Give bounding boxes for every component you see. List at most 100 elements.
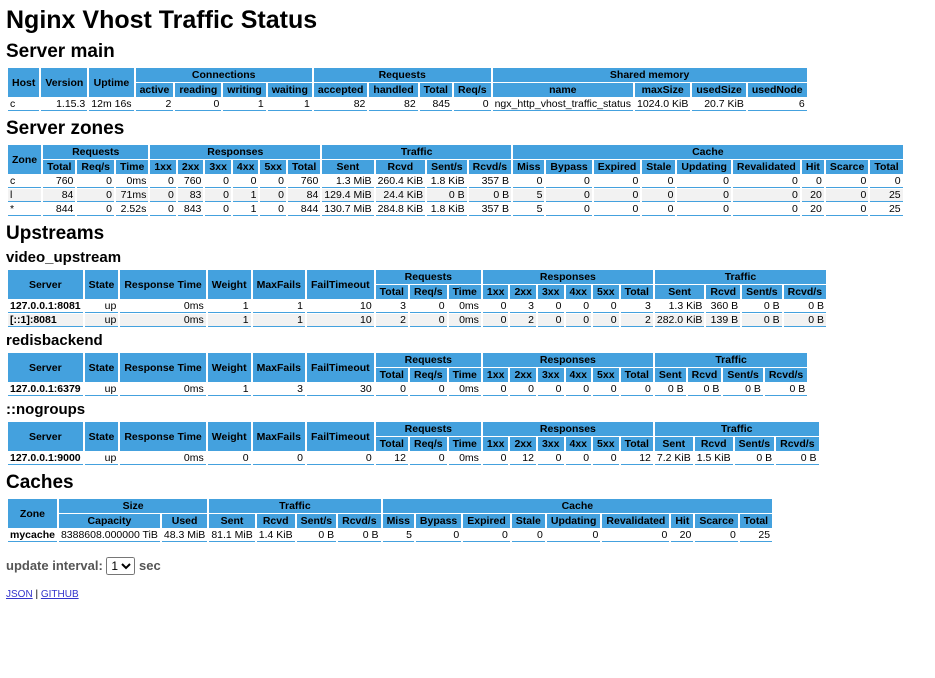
cell: 0 bbox=[409, 452, 447, 465]
data-row: c 760 0 0ms 0 760 0 0 0 760 1.3 MiB 260.4 KiB 1.8 Ki… bbox=[8, 175, 903, 188]
column-header: Rcvd/s bbox=[776, 437, 819, 451]
cell: 0 B bbox=[296, 529, 337, 542]
header-cell: Weight bbox=[207, 353, 251, 382]
cell: 1 bbox=[232, 203, 259, 216]
header-cell: State bbox=[84, 422, 119, 451]
column-header: 3xx bbox=[537, 368, 564, 382]
data-row: * 844 0 2.52s 0 843 0 1 0 844 130.7 MiB 284.8 KiB 1.… bbox=[8, 203, 903, 216]
column-header: Rcvd bbox=[694, 437, 733, 451]
cell: 0 bbox=[565, 300, 592, 313]
header-cell: Uptime bbox=[89, 68, 134, 97]
cell: 0 bbox=[260, 203, 286, 216]
cell: 12m 16s bbox=[89, 98, 134, 111]
cell: 10 bbox=[306, 314, 374, 327]
column-header: reading bbox=[175, 83, 222, 97]
header-cell: Server bbox=[8, 353, 83, 382]
github-link[interactable]: GITHUB bbox=[40, 589, 79, 600]
cell: 0 bbox=[306, 452, 374, 465]
header-cell: Version bbox=[41, 68, 88, 97]
cell: 0 bbox=[593, 314, 619, 327]
upstream-name: redisbackend bbox=[6, 332, 103, 349]
cell: 0 bbox=[695, 529, 738, 542]
column-header: 5xx bbox=[593, 368, 619, 382]
header-cell: FailTimeout bbox=[306, 422, 374, 451]
cell: 2 bbox=[620, 314, 653, 327]
cell: c bbox=[8, 175, 42, 188]
cell: 0ms bbox=[448, 314, 481, 327]
cell: 357 B bbox=[468, 175, 512, 188]
header-row: Server State Response Time Weight MaxFails Fa… bbox=[8, 353, 808, 382]
cell: 5 bbox=[513, 189, 545, 202]
header-cell: FailTimeout bbox=[306, 270, 374, 299]
content: Server main Host Version Uptime Connections R… bbox=[6, 41, 929, 543]
header-cell: Traffic bbox=[322, 145, 512, 159]
header-cell: Server bbox=[8, 270, 83, 299]
cell: 0 bbox=[482, 300, 509, 313]
cell: 0 bbox=[537, 300, 564, 313]
cell: 0 bbox=[232, 175, 259, 188]
header-cell: MaxFails bbox=[252, 353, 305, 382]
cell: 0 bbox=[677, 189, 731, 202]
column-header: Total bbox=[620, 285, 653, 299]
cell: 0 bbox=[260, 189, 286, 202]
cell: 1 bbox=[252, 300, 305, 313]
cell: 0 bbox=[546, 189, 592, 202]
header-cell: MaxFails bbox=[252, 270, 305, 299]
cell: 127.0.0.1:8081 bbox=[8, 300, 83, 313]
column-header: Rcvd/s bbox=[764, 368, 808, 382]
cell: 0ms bbox=[120, 383, 206, 396]
column-header: handled bbox=[369, 83, 418, 97]
data-table: Server State Response Time Weight MaxFails Fa… bbox=[6, 269, 828, 328]
header-row: Host Version Uptime Connections Requests Shar… bbox=[8, 68, 807, 97]
cell: 25 bbox=[870, 203, 903, 216]
interval-label: update interval: bbox=[6, 558, 103, 573]
column-header: Revalidated bbox=[732, 160, 800, 174]
data-row: c 1.15.3 12m 16s 2 0 1 1 82 82 845 0 ngx_http_vhost… bbox=[8, 98, 807, 111]
cell: 12 bbox=[510, 452, 536, 465]
column-header: Total bbox=[375, 285, 408, 299]
section-heading: Server main bbox=[6, 41, 115, 62]
cell: 25 bbox=[739, 529, 773, 542]
header-cell: Requests bbox=[375, 353, 481, 367]
column-header: 1xx bbox=[482, 437, 509, 451]
cell: 82 bbox=[369, 98, 418, 111]
column-header: Bypass bbox=[546, 160, 592, 174]
cell: * bbox=[8, 203, 42, 216]
interval-select[interactable]: 1 bbox=[106, 557, 136, 575]
cell: 1.3 MiB bbox=[322, 175, 374, 188]
cell: 0ms bbox=[448, 383, 481, 396]
header-cell: Size bbox=[58, 499, 208, 513]
cell: 0 bbox=[205, 203, 231, 216]
cell: 1.8 KiB bbox=[427, 175, 467, 188]
column-header: Miss bbox=[382, 514, 414, 528]
column-header: Hit bbox=[671, 514, 694, 528]
column-header: Time bbox=[448, 285, 481, 299]
header-cell: Traffic bbox=[654, 353, 808, 367]
cell: 282.0 KiB bbox=[654, 314, 705, 327]
cell: 0 bbox=[453, 98, 491, 111]
column-header: 2xx bbox=[510, 437, 536, 451]
cell: 12 bbox=[620, 452, 653, 465]
cell: 0 bbox=[482, 452, 509, 465]
header-cell: Shared memory bbox=[492, 68, 807, 82]
cell: 8388608.000000 TiB bbox=[58, 529, 160, 542]
cell: 360 B bbox=[706, 300, 741, 313]
data-row: [::1]:8081 up 0ms 1 1 10 2 0 0ms 0 2 0 0 0 2 282.0 KiB 1… bbox=[8, 314, 827, 327]
column-header: maxSize bbox=[634, 83, 691, 97]
header-cell: MaxFails bbox=[252, 422, 305, 451]
cell: 760 bbox=[287, 175, 321, 188]
column-header: Total bbox=[419, 83, 452, 97]
cell: 0 bbox=[801, 175, 824, 188]
column-header: Total bbox=[43, 160, 76, 174]
header-cell: Weight bbox=[207, 422, 251, 451]
cell: 0ms bbox=[448, 300, 481, 313]
cell: 0 bbox=[825, 203, 869, 216]
header-cell: State bbox=[84, 353, 119, 382]
cell: c bbox=[8, 98, 40, 111]
column-header: Rcvd/s bbox=[338, 514, 381, 528]
header-cell: Responses bbox=[150, 145, 321, 159]
cell: 0ms bbox=[120, 300, 206, 313]
column-header: Total bbox=[375, 437, 408, 451]
cell: 12 bbox=[375, 452, 408, 465]
json-link[interactable]: JSON bbox=[6, 589, 33, 600]
